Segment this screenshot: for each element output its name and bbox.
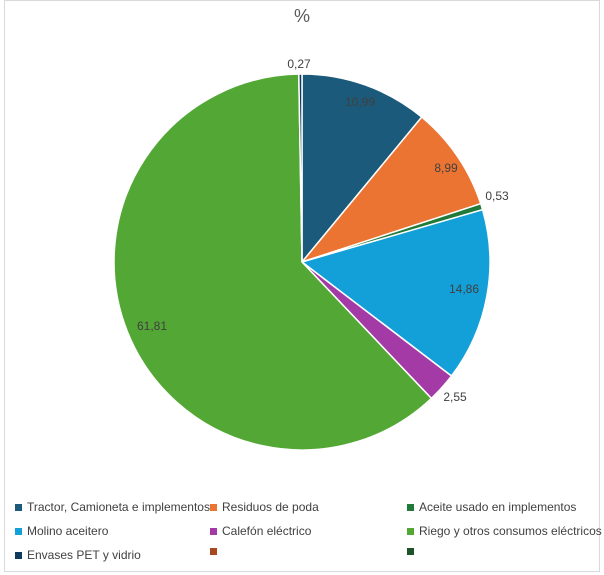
chart-title: %: [293, 6, 310, 26]
pie-slice-2[interactable]: [299, 116, 482, 264]
legend-label: Residuos de poda: [222, 500, 319, 514]
legend-item-7[interactable]: Envases PET y vidrio: [15, 548, 141, 562]
pie-slice-6[interactable]: [113, 73, 433, 451]
legend-item-2[interactable]: Residuos de poda: [210, 500, 319, 514]
legend-swatch: [15, 527, 22, 535]
legend-swatch: [210, 548, 217, 555]
legend-swatch: [15, 551, 22, 559]
legend-swatch: [407, 548, 414, 555]
legend-item-empty-1[interactable]: [210, 548, 222, 555]
slice-label-6: 61,81: [137, 319, 167, 333]
legend-label: Molino aceitero: [27, 524, 109, 538]
legend-swatch: [15, 503, 22, 511]
slice-label-4: 14,86: [449, 282, 479, 296]
legend-label: Aceite usado en implementos: [419, 500, 577, 514]
slice-label-5: 2,55: [443, 390, 467, 404]
legend-label: Calefón eléctrico: [222, 524, 312, 538]
pie-slice-4[interactable]: [300, 208, 491, 378]
pie-slice-1[interactable]: [301, 73, 423, 265]
legend-swatch: [407, 503, 414, 511]
legend-item-5[interactable]: Calefón eléctrico: [210, 524, 311, 538]
slice-label-7: 0,27: [287, 57, 311, 71]
legend-label: Riego y otros consumos eléctricos: [419, 524, 602, 538]
legend-label: Envases PET y vidrio: [27, 548, 141, 562]
legend-swatch: [407, 527, 414, 535]
slice-label-2: 8,99: [434, 161, 458, 175]
legend-item-4[interactable]: Molino aceitero: [15, 524, 108, 538]
legend-label: Tractor, Camioneta e implementos: [27, 500, 210, 514]
legend-item-6[interactable]: Riego y otros consumos eléctricos: [407, 524, 602, 538]
slice-label-3: 0,53: [485, 189, 509, 203]
legend-item-1[interactable]: Tractor, Camioneta e implementos: [15, 500, 210, 514]
legend-item-3[interactable]: Aceite usado en implementos: [407, 500, 576, 514]
pie-slice-7[interactable]: [298, 73, 303, 263]
slice-label-1: 10,99: [345, 95, 375, 109]
legend-swatch: [210, 503, 217, 511]
legend-item-empty-2[interactable]: [407, 548, 419, 555]
legend-swatch: [210, 527, 217, 535]
